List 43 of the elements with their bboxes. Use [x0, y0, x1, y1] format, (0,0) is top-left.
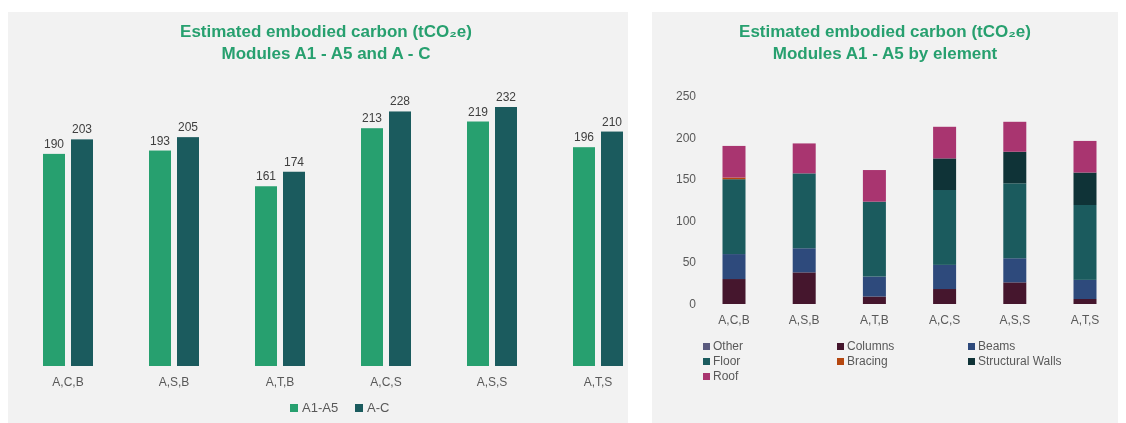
y-tick-label: 250 — [675, 89, 697, 103]
data-label: 213 — [361, 111, 383, 126]
x-tick-label: A,C,S — [928, 313, 961, 327]
data-label: 193 — [149, 133, 171, 148]
y-tick-label: 100 — [675, 213, 697, 228]
chart-subtitle: Modules A1 - A5 and A - C — [221, 44, 431, 63]
x-tick-label: A,S,S — [999, 313, 1031, 327]
y-tick-label: 200 — [675, 130, 697, 145]
data-label: 205 — [177, 120, 199, 135]
x-tick-label: A,S,S — [476, 375, 508, 389]
chart-subtitle: Modules A1 - A5 by element — [772, 44, 998, 63]
x-tick-label: A,T,B — [860, 313, 889, 327]
data-label: 174 — [283, 154, 305, 169]
x-tick-label: A,S,B — [158, 375, 190, 389]
legend-label: Floor — [713, 354, 741, 368]
legend-label: Bracing — [847, 354, 888, 368]
data-label: 219 — [467, 104, 489, 119]
legend-label: A-C — [367, 400, 390, 415]
y-tick-label: 50 — [682, 255, 697, 270]
x-tick-label: A,C,B — [718, 313, 750, 327]
x-tick-label: A,T,S — [1070, 313, 1100, 327]
legend-label: Columns — [847, 339, 895, 353]
x-tick-label: A,S,B — [788, 313, 820, 327]
data-label: 228 — [389, 94, 411, 109]
legend-label: A1-A5 — [302, 400, 339, 415]
x-tick-label: A,T,B — [265, 375, 295, 389]
data-label: 161 — [255, 169, 277, 184]
x-tick-label: A,T,S — [583, 375, 613, 389]
data-label: 210 — [601, 114, 623, 129]
chart-title: Estimated embodied carbon (tCO₂e) — [739, 22, 1031, 41]
data-label: 196 — [573, 130, 595, 145]
chart-title: Estimated embodied carbon (tCO₂e) — [180, 22, 472, 41]
data-label: 190 — [43, 136, 65, 151]
data-label: 203 — [71, 122, 93, 137]
legend-label: Roof — [713, 369, 740, 383]
legend-label: Other — [713, 339, 744, 353]
data-label: 232 — [495, 90, 517, 104]
legend-label: Beams — [978, 339, 1016, 353]
x-tick-label: A,C,S — [370, 375, 402, 389]
x-tick-label: A,C,B — [52, 375, 84, 389]
y-tick-label: 0 — [689, 297, 697, 311]
legend-label: Structural Walls — [978, 354, 1062, 368]
y-tick-label: 150 — [675, 172, 697, 187]
